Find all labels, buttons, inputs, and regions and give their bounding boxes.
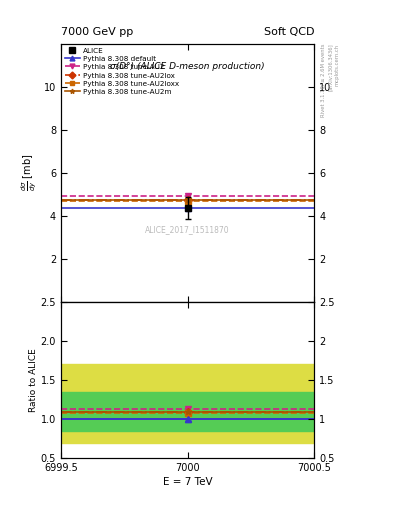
Text: Rivet 3.1.10, ≥ 2.6M events: Rivet 3.1.10, ≥ 2.6M events [320,44,325,117]
Y-axis label: $\frac{d\sigma}{dy}$ [mb]: $\frac{d\sigma}{dy}$ [mb] [19,154,38,191]
Text: σ(D°) (ALICE D-meson production): σ(D°) (ALICE D-meson production) [110,61,265,71]
Y-axis label: Ratio to ALICE: Ratio to ALICE [29,348,38,412]
Text: mcplots.cern.ch: mcplots.cern.ch [335,44,340,86]
Text: 7000 GeV pp: 7000 GeV pp [61,27,133,37]
Legend: ALICE, Pythia 8.308 default, Pythia 8.308 tune-AU2, Pythia 8.308 tune-AU2lox, Py: ALICE, Pythia 8.308 default, Pythia 8.30… [63,46,181,97]
Text: Soft QCD: Soft QCD [264,27,314,37]
Text: [arXiv:1306.3436]: [arXiv:1306.3436] [328,44,333,91]
X-axis label: E = 7 TeV: E = 7 TeV [163,477,213,487]
Text: ALICE_2017_I1511870: ALICE_2017_I1511870 [145,225,230,234]
